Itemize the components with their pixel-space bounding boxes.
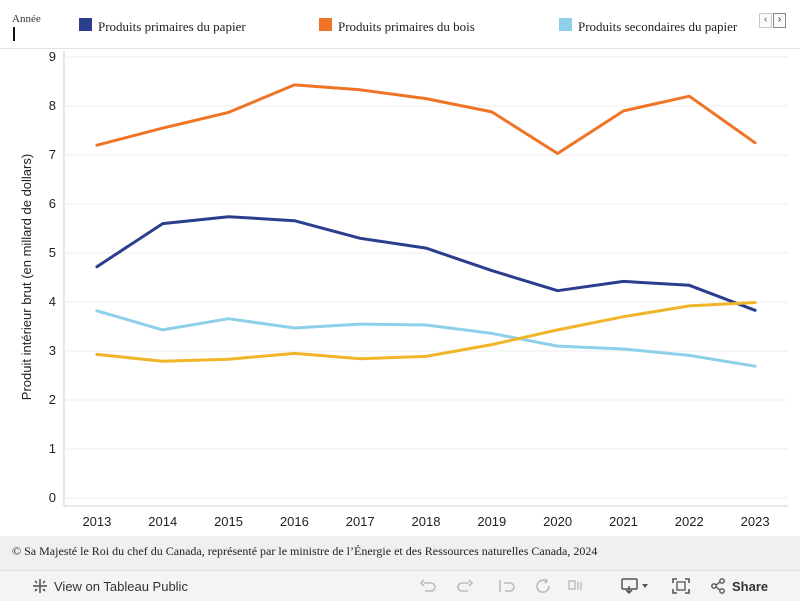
series-line[interactable] — [95, 309, 757, 368]
undo-icon[interactable] — [419, 578, 437, 594]
share-button[interactable]: Share — [710, 578, 768, 594]
y-axis: 0 1 2 3 4 5 6 7 8 9 — [49, 49, 56, 505]
download-icon[interactable] — [621, 578, 651, 594]
x-axis: 2013 2014 2015 2016 2017 2018 2019 2020 2021 2022… — [82, 514, 769, 529]
y-tick-label: 3 — [49, 343, 56, 358]
legend-label: Produits secondaires du papier — [578, 19, 738, 34]
pause-icon[interactable] — [566, 578, 584, 594]
y-axis-label: Produit intérieur brut (en millard de do… — [19, 154, 34, 400]
x-tick-label: 2018 — [412, 514, 441, 529]
view-on-tableau-link[interactable]: View on Tableau Public — [32, 578, 188, 594]
y-tick-label: 8 — [49, 98, 56, 113]
legend-swatch — [559, 17, 572, 31]
revert-icon[interactable] — [498, 578, 516, 594]
legend-swatch — [319, 17, 332, 31]
x-tick-label: 2017 — [346, 514, 375, 529]
redo-icon[interactable] — [456, 578, 474, 594]
legend-label: Produits primaires du bois — [338, 19, 475, 34]
x-tick-label: 2023 — [741, 514, 770, 529]
y-tick-label: 1 — [49, 441, 56, 456]
y-tick-label: 9 — [49, 49, 56, 64]
share-icon — [711, 578, 725, 594]
share-label: Share — [732, 578, 769, 594]
legend: Année Produits primaires du papier Produ… — [0, 0, 800, 49]
x-tick-label: 2019 — [477, 514, 506, 529]
y-tick-label: 0 — [49, 490, 56, 505]
x-tick-label: 2015 — [214, 514, 243, 529]
x-tick-label: 2014 — [148, 514, 177, 529]
series-lines — [95, 83, 757, 368]
series-line[interactable] — [95, 215, 757, 312]
view-on-tableau-label: View on Tableau Public — [54, 578, 188, 594]
gridlines — [63, 51, 788, 507]
series-line[interactable] — [95, 83, 757, 155]
legend-next-button[interactable]: › — [773, 13, 786, 28]
text-cursor — [13, 27, 15, 41]
x-tick-label: 2022 — [675, 514, 704, 529]
legend-swatch — [79, 17, 92, 31]
copyright-note: © Sa Majesté le Roi du chef du Canada, r… — [12, 544, 598, 558]
y-tick-label: 4 — [49, 294, 56, 309]
legend-prev-button[interactable]: ‹ — [759, 13, 772, 28]
tableau-toolbar: View on Tableau Public Shar — [0, 570, 800, 601]
y-tick-label: 2 — [49, 392, 56, 407]
x-tick-label: 2021 — [609, 514, 638, 529]
x-tick-label: 2020 — [543, 514, 572, 529]
x-tick-label: 2013 — [82, 514, 111, 529]
y-tick-label: 7 — [49, 147, 56, 162]
viz-container: Année Produits primaires du papier Produ… — [0, 0, 800, 536]
fullscreen-icon[interactable] — [672, 578, 690, 594]
legend-item-papier-secondaire[interactable]: Produits secondaires du papier — [559, 16, 738, 34]
legend-title: Année — [12, 13, 41, 25]
y-tick-label: 6 — [49, 196, 56, 211]
legend-pager: ‹ › — [759, 13, 787, 28]
y-tick-label: 5 — [49, 245, 56, 260]
legend-label: Produits primaires du papier — [98, 19, 246, 34]
tableau-logo-icon — [33, 579, 47, 593]
refresh-icon[interactable] — [535, 578, 553, 594]
x-tick-label: 2016 — [280, 514, 309, 529]
series-line[interactable] — [95, 301, 757, 363]
legend-item-bois-primaire[interactable]: Produits primaires du bois — [319, 16, 475, 34]
legend-item-papier-primaire[interactable]: Produits primaires du papier — [79, 16, 246, 34]
